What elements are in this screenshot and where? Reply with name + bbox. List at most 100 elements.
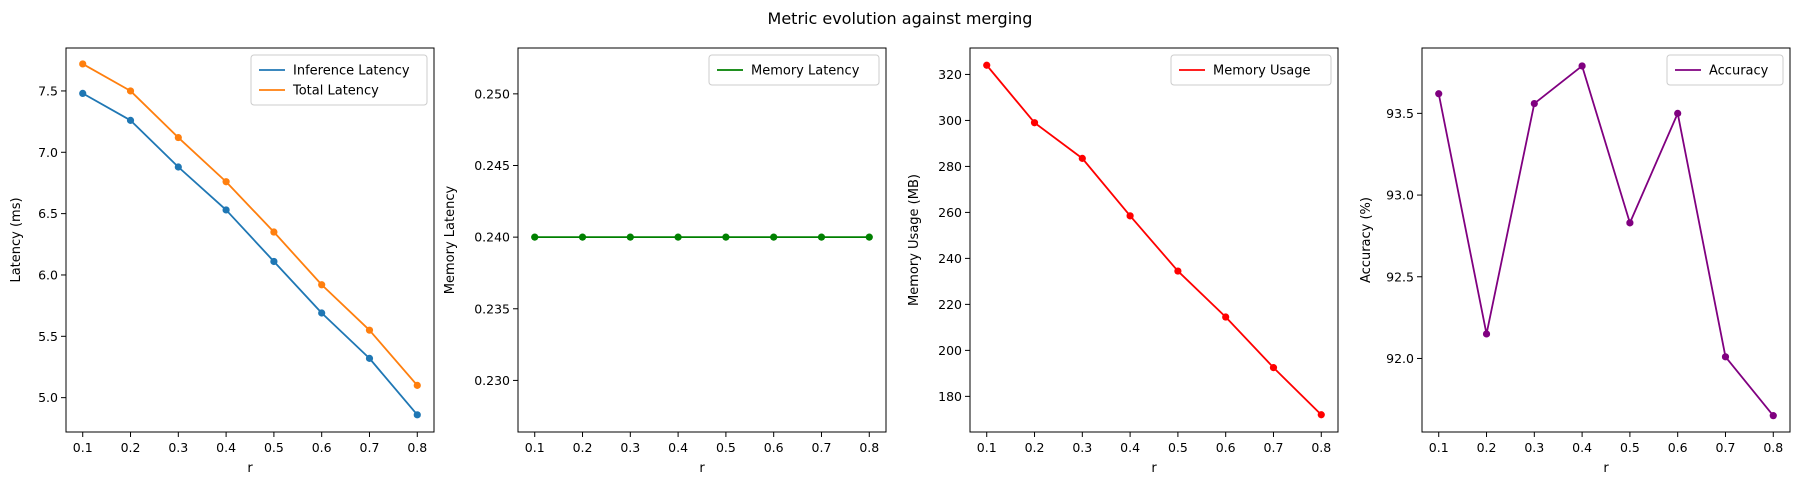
x-axis-label: r bbox=[1603, 461, 1609, 476]
data-point bbox=[1174, 267, 1182, 275]
data-point bbox=[413, 411, 421, 419]
data-point bbox=[126, 87, 135, 95]
y-tick-label: 93.5 bbox=[1386, 106, 1414, 121]
x-tick-label: 0.5 bbox=[264, 440, 284, 455]
legend-box bbox=[708, 54, 880, 86]
data-point bbox=[222, 178, 230, 186]
y-tick-label: 300 bbox=[938, 113, 962, 128]
legend-box bbox=[250, 54, 428, 106]
y-tick-label: 180 bbox=[938, 389, 962, 404]
data-point bbox=[674, 233, 682, 241]
data-point bbox=[531, 233, 539, 241]
x-tick-label: 0.2 bbox=[573, 440, 593, 455]
y-tick-label: 5.5 bbox=[38, 329, 58, 344]
plot-frame bbox=[969, 47, 1339, 433]
x-tick-label: 0.4 bbox=[668, 440, 688, 455]
data-point bbox=[79, 60, 87, 68]
x-tick-label: 0.2 bbox=[121, 440, 141, 455]
x-tick-label: 0.6 bbox=[764, 440, 784, 455]
y-tick-label: 220 bbox=[938, 297, 962, 312]
x-tick-label: 0.8 bbox=[1311, 440, 1331, 455]
legend-label: Memory Usage bbox=[1213, 64, 1311, 79]
x-tick-label: 0.1 bbox=[1429, 440, 1449, 455]
plot-frame bbox=[65, 47, 435, 433]
y-tick-label: 240 bbox=[938, 251, 962, 266]
y-tick-label: 0.235 bbox=[474, 301, 510, 316]
data-point bbox=[626, 233, 634, 241]
data-point bbox=[1126, 212, 1134, 220]
plot-frame bbox=[1421, 47, 1791, 433]
data-point bbox=[365, 326, 374, 334]
x-tick-label: 0.4 bbox=[216, 440, 236, 455]
data-point bbox=[1222, 313, 1230, 321]
data-point bbox=[126, 116, 135, 124]
data-point bbox=[318, 281, 326, 289]
x-tick-label: 0.6 bbox=[312, 440, 332, 455]
chart-panel-2: 0.1 0.2 0.3 0.4 0.5 0.6 0.7 0.8 0.230 0.235 0.240 0… bbox=[443, 47, 887, 476]
y-tick-label: 6.5 bbox=[38, 206, 58, 221]
y-tick-label: 6.0 bbox=[38, 267, 58, 282]
data-point bbox=[413, 381, 421, 389]
data-point bbox=[174, 133, 182, 142]
x-tick-label: 0.3 bbox=[1524, 440, 1544, 455]
x-tick-label: 0.7 bbox=[360, 440, 380, 455]
x-axis-label: r bbox=[1151, 461, 1157, 476]
y-axis-label: Memory Latency bbox=[443, 186, 458, 295]
x-tick-label: 0.2 bbox=[1025, 440, 1045, 455]
data-point bbox=[174, 163, 182, 171]
x-tick-label: 0.5 bbox=[716, 440, 736, 455]
y-tick-label: 7.0 bbox=[38, 145, 58, 160]
x-tick-label: 0.8 bbox=[859, 440, 879, 455]
y-tick-label: 0.240 bbox=[474, 230, 510, 245]
legend-label: Inference Latency bbox=[293, 64, 410, 79]
data-point bbox=[1578, 62, 1586, 70]
x-tick-label: 0.7 bbox=[1716, 440, 1736, 455]
plot-frame bbox=[517, 47, 887, 433]
y-tick-label: 0.230 bbox=[474, 373, 510, 388]
x-tick-label: 0.7 bbox=[1264, 440, 1284, 455]
y-tick-label: 280 bbox=[938, 159, 962, 174]
data-point bbox=[817, 233, 826, 241]
y-tick-label: 92.0 bbox=[1386, 351, 1414, 366]
y-axis-label: Latency (ms) bbox=[9, 197, 24, 282]
x-tick-label: 0.3 bbox=[168, 440, 188, 455]
x-tick-label: 0.3 bbox=[620, 440, 640, 455]
x-tick-label: 0.1 bbox=[977, 440, 997, 455]
y-tick-label: 200 bbox=[938, 343, 962, 358]
data-point bbox=[318, 309, 326, 317]
legend-label: Accuracy bbox=[1709, 64, 1769, 79]
x-tick-label: 0.6 bbox=[1668, 440, 1688, 455]
data-point bbox=[365, 354, 374, 362]
chart-panel-1: 0.1 0.2 0.3 0.4 0.5 0.6 0.7 0.8 5.0 5.5 6.0 6.5 7.0 7… bbox=[9, 47, 435, 476]
x-axis-label: r bbox=[247, 461, 253, 476]
x-tick-label: 0.7 bbox=[812, 440, 832, 455]
series-line-2 bbox=[82, 63, 418, 386]
data-point bbox=[222, 206, 230, 214]
data-point bbox=[1435, 90, 1443, 98]
series-line-1 bbox=[1437, 65, 1774, 417]
legend-box bbox=[1170, 54, 1332, 86]
data-point bbox=[79, 89, 87, 97]
series-line-1 bbox=[986, 64, 1322, 416]
legend-label: Memory Latency bbox=[751, 64, 860, 79]
y-tick-label: 92.5 bbox=[1386, 269, 1414, 284]
data-point bbox=[722, 233, 730, 241]
x-tick-label: 0.3 bbox=[1072, 440, 1092, 455]
legend-box bbox=[1666, 54, 1784, 86]
data-point bbox=[770, 233, 778, 241]
y-tick-label: 7.5 bbox=[38, 83, 58, 98]
x-tick-label: 0.1 bbox=[525, 440, 545, 455]
x-tick-label: 0.2 bbox=[1477, 440, 1497, 455]
data-point bbox=[578, 233, 587, 241]
x-tick-label: 0.5 bbox=[1620, 440, 1640, 455]
data-point bbox=[983, 61, 991, 69]
data-point bbox=[1674, 109, 1682, 117]
y-axis-label: Memory Usage (MB) bbox=[907, 174, 922, 306]
x-axis-label: r bbox=[699, 461, 705, 476]
y-tick-label: 93.0 bbox=[1386, 188, 1414, 203]
figure-title: Metric evolution against merging bbox=[768, 9, 1033, 28]
data-point bbox=[270, 257, 278, 266]
y-tick-label: 0.245 bbox=[474, 158, 510, 173]
y-tick-label: 260 bbox=[938, 205, 962, 220]
